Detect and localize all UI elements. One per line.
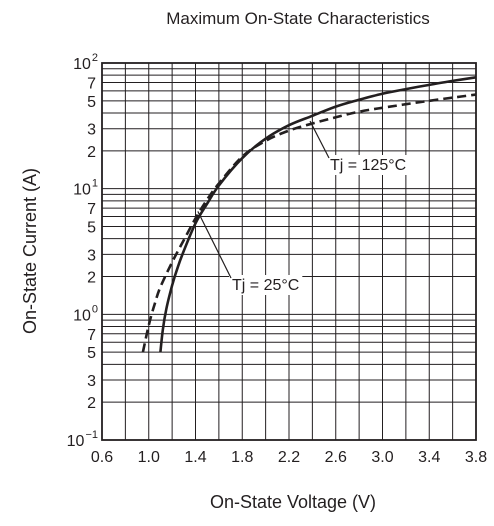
annotation-leader (197, 211, 232, 279)
y-tick-base: 10 (67, 433, 85, 450)
annotation-tj-25-c: Tj = 25°C (232, 277, 299, 294)
x-tick-label: 1.4 (184, 449, 206, 466)
y-tick-label: 5 (87, 94, 96, 111)
y-tick-label: 2 (87, 395, 96, 412)
y-tick-exponent: 2 (92, 52, 98, 64)
y-decade-label: 110 (73, 178, 98, 199)
x-tick-label: 3.8 (465, 449, 487, 466)
y-tick-label: 5 (87, 219, 96, 236)
y-axis-label: On-State Current (A) (20, 168, 40, 334)
series-line-tj-25-c (159, 76, 477, 353)
y-tick-label: 2 (87, 144, 96, 161)
y-tick-base: 10 (73, 56, 91, 73)
y-tick-label: 3 (87, 122, 96, 139)
x-tick-label: 2.6 (325, 449, 347, 466)
annotation-tj-125-c: Tj = 125°C (330, 157, 406, 174)
annotation-leader (309, 120, 330, 159)
plot-frame (101, 62, 477, 441)
annotation-background (229, 275, 303, 295)
y-tick-base: 10 (73, 307, 91, 324)
y-decade-label: −110 (67, 429, 98, 450)
annotations: Tj = 125°C Tj = 25°C (197, 120, 410, 295)
y-tick-label: 7 (87, 327, 96, 344)
x-tick-label: 0.6 (91, 449, 113, 466)
series-line-tj-125-c (141, 93, 477, 353)
tick-labels: 0.6 1.0 1.4 1.8 2.2 2.6 3.0 3.4 3.87532753275322… (67, 52, 488, 466)
y-tick-exponent: −1 (85, 429, 98, 441)
y-tick-label: 7 (87, 75, 96, 92)
y-tick-label: 7 (87, 201, 96, 218)
series-layer (141, 76, 477, 353)
x-tick-label: 1.8 (231, 449, 253, 466)
y-tick-label: 5 (87, 345, 96, 362)
y-tick-exponent: 1 (92, 178, 98, 190)
x-tick-label: 3.0 (371, 449, 393, 466)
annotation-background (327, 155, 410, 175)
y-tick-label: 3 (87, 373, 96, 390)
y-tick-exponent: 0 (92, 303, 98, 315)
chart-title: Maximum On-State Characteristics (166, 9, 430, 28)
y-tick-label: 2 (87, 270, 96, 287)
y-tick-base: 10 (73, 182, 91, 199)
grid (101, 62, 477, 441)
y-decade-label: 010 (73, 303, 98, 324)
y-tick-label: 3 (87, 247, 96, 264)
y-decade-label: 210 (73, 52, 98, 73)
x-tick-label: 3.4 (418, 449, 440, 466)
x-tick-label: 2.2 (278, 449, 300, 466)
x-axis-label: On-State Voltage (V) (210, 492, 376, 512)
x-tick-label: 1.0 (138, 449, 160, 466)
